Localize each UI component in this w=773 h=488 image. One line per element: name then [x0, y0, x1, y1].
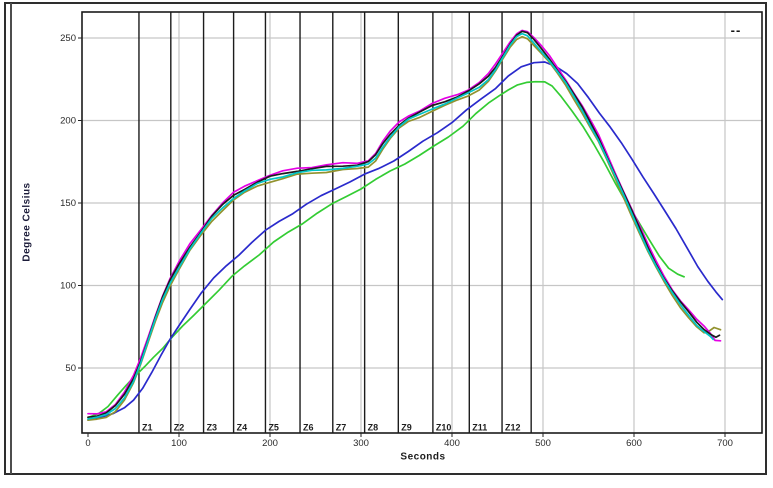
series-tc-cyan — [87, 32, 715, 420]
x-tick-label: 600 — [626, 438, 642, 449]
y-tick-label: 100 — [60, 281, 76, 292]
zone-label: Z12 — [505, 423, 521, 433]
series-tc-black — [87, 30, 721, 419]
zone-label: Z6 — [303, 423, 314, 433]
zone-label: Z1 — [142, 423, 153, 433]
zone-label: Z2 — [174, 423, 185, 433]
x-tick-label: 500 — [535, 438, 551, 449]
x-tick-label: 300 — [353, 438, 369, 449]
window-frame — [4, 2, 767, 475]
series-tc-olive — [87, 35, 722, 421]
y-tick-label: 200 — [60, 116, 76, 127]
x-tick-label: 0 — [85, 438, 90, 449]
zone-label: Z4 — [237, 423, 248, 433]
series-tc-magenta — [87, 29, 722, 415]
zone-label: Z8 — [368, 423, 379, 433]
y-axis-title: Degree Celsius — [21, 182, 33, 262]
x-tick-label: 200 — [262, 438, 278, 449]
zone-label: Z5 — [268, 423, 279, 433]
legend-dash-symbol: -- — [730, 22, 742, 38]
zone-label: Z11 — [472, 423, 487, 433]
window-frame-bevel — [10, 3, 12, 474]
x-tick-label: 400 — [444, 438, 460, 449]
x-axis-title: Seconds — [400, 451, 446, 463]
zone-label: Z7 — [336, 423, 347, 433]
series-tc-blue — [87, 61, 724, 421]
series-group — [87, 29, 724, 421]
y-tick-label: 150 — [60, 198, 76, 209]
zone-label: Z10 — [436, 423, 452, 433]
y-tick-label: 250 — [60, 33, 76, 44]
x-tick-label: 100 — [171, 438, 187, 449]
zone-label: Z9 — [401, 423, 412, 433]
plot-border — [81, 11, 763, 434]
y-tick-label: 50 — [65, 363, 76, 374]
x-tick-label: 700 — [717, 438, 733, 449]
zone-label: Z3 — [207, 423, 218, 433]
